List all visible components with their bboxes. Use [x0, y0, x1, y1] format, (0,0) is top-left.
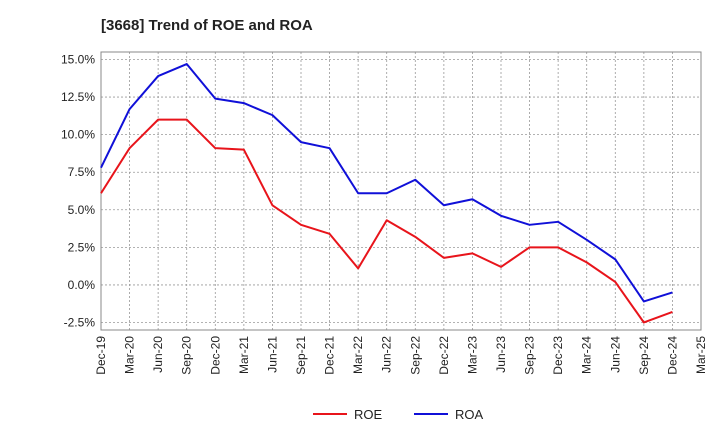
grid-lines [101, 52, 701, 330]
series-lines [100, 63, 673, 324]
x-tick-label: Mar-21 [237, 336, 251, 374]
x-tick-label: Sep-23 [523, 336, 537, 375]
y-tick-label: 12.5% [61, 90, 95, 104]
x-tick-label: Sep-22 [408, 336, 422, 375]
x-tick-label: Jun-23 [494, 336, 508, 373]
x-tick-label: Dec-23 [551, 336, 565, 375]
x-tick-label: Dec-21 [323, 336, 337, 375]
x-tick-label: Dec-22 [437, 336, 451, 375]
x-tick-label: Mar-24 [580, 336, 594, 374]
series-line-roe [100, 118, 673, 324]
x-tick-label: Jun-20 [151, 336, 165, 373]
x-tick-label: Jun-24 [608, 336, 622, 373]
x-tick-label: Mar-25 [694, 336, 708, 374]
y-tick-label: 2.5% [68, 240, 96, 254]
legend: ROE ROA [313, 407, 484, 422]
legend-label-roa: ROA [455, 407, 484, 422]
y-tick-label: 10.0% [61, 128, 95, 142]
x-tick-label: Mar-22 [351, 336, 365, 374]
series-line-roa [100, 63, 673, 303]
plot-area [100, 51, 702, 331]
x-tick-label: Dec-19 [94, 336, 108, 375]
x-tick-label: Jun-22 [380, 336, 394, 373]
x-tick-label: Sep-20 [180, 336, 194, 375]
y-tick-label: 5.0% [68, 203, 96, 217]
y-tick-label: 0.0% [68, 278, 96, 292]
y-axis-ticks: 15.0% 12.5% 10.0% 7.5% 5.0% 2.5% 0.0% -2.5% [61, 53, 95, 330]
x-tick-label: Jun-21 [265, 336, 279, 373]
legend-label-roe: ROE [354, 407, 383, 422]
y-tick-label: -2.5% [64, 315, 96, 329]
chart-title: [3668] Trend of ROE and ROA [101, 17, 313, 34]
x-tick-label: Mar-23 [465, 336, 479, 374]
y-tick-label: 7.5% [68, 165, 96, 179]
x-tick-label: Dec-20 [208, 336, 222, 375]
y-tick-label: 15.0% [61, 53, 95, 67]
x-tick-label: Dec-24 [665, 336, 679, 375]
x-tick-label: Sep-21 [294, 336, 308, 375]
x-tick-label: Sep-24 [637, 336, 651, 375]
x-axis-ticks: Dec-19 Mar-20 Jun-20 Sep-20 Dec-20 Mar-21 Jun-… [94, 336, 708, 375]
x-tick-label: Mar-20 [123, 336, 137, 374]
